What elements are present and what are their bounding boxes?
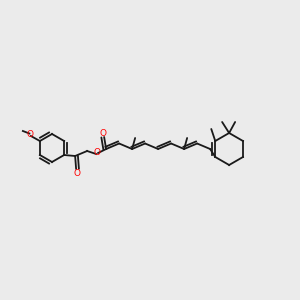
Text: O: O [100, 128, 106, 137]
Text: O: O [27, 130, 34, 139]
Text: O: O [73, 169, 80, 178]
Text: O: O [94, 148, 100, 157]
